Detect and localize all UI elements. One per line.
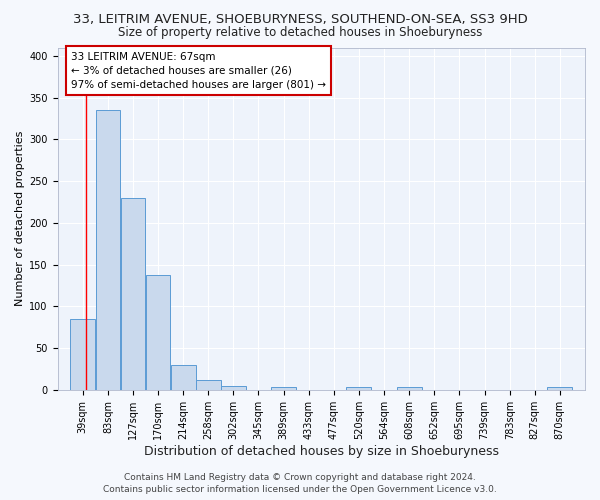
- Bar: [346, 386, 371, 390]
- Bar: [196, 380, 221, 390]
- Text: 33, LEITRIM AVENUE, SHOEBURYNESS, SOUTHEND-ON-SEA, SS3 9HD: 33, LEITRIM AVENUE, SHOEBURYNESS, SOUTHE…: [73, 12, 527, 26]
- Bar: [146, 276, 170, 390]
- X-axis label: Distribution of detached houses by size in Shoeburyness: Distribution of detached houses by size …: [144, 444, 499, 458]
- Bar: [271, 386, 296, 390]
- Y-axis label: Number of detached properties: Number of detached properties: [15, 131, 25, 306]
- Bar: [171, 365, 196, 390]
- Text: Contains HM Land Registry data © Crown copyright and database right 2024.
Contai: Contains HM Land Registry data © Crown c…: [103, 472, 497, 494]
- Text: 33 LEITRIM AVENUE: 67sqm
← 3% of detached houses are smaller (26)
97% of semi-de: 33 LEITRIM AVENUE: 67sqm ← 3% of detache…: [71, 52, 326, 90]
- Bar: [221, 386, 245, 390]
- Bar: [70, 319, 95, 390]
- Bar: [547, 388, 572, 390]
- Bar: [95, 110, 121, 390]
- Text: Size of property relative to detached houses in Shoeburyness: Size of property relative to detached ho…: [118, 26, 482, 39]
- Bar: [397, 388, 422, 390]
- Bar: [121, 198, 145, 390]
